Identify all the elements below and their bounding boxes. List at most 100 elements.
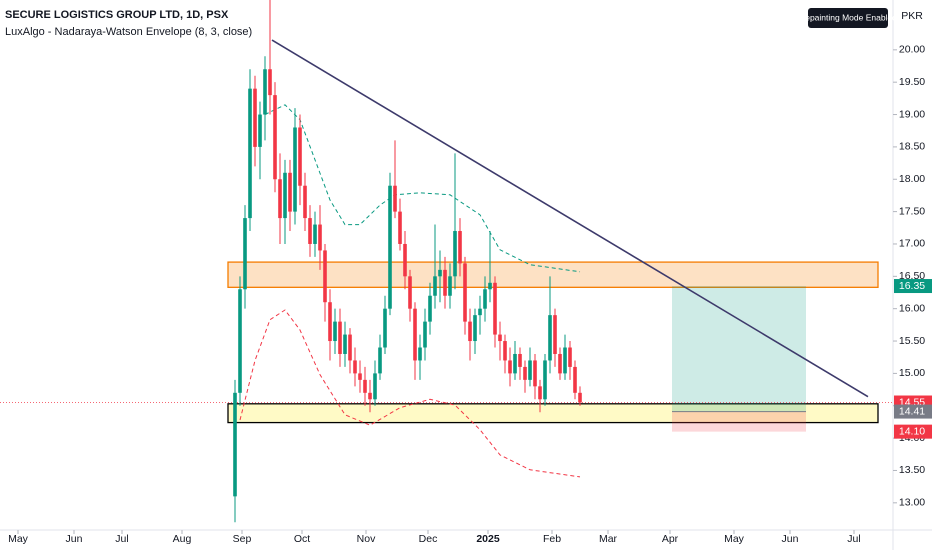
badge-text: Repainting Mode Enabled bbox=[799, 12, 897, 22]
indicator-name: LuxAlgo - Nadaraya-Watson Envelope (8, 3… bbox=[5, 26, 252, 38]
candle-body bbox=[568, 347, 572, 367]
y-tick-label: 13.50 bbox=[899, 464, 925, 476]
candle-body bbox=[368, 392, 372, 400]
x-tick-label: May bbox=[724, 533, 745, 545]
candle-body bbox=[318, 224, 322, 251]
candle-body bbox=[288, 172, 292, 212]
loss-area bbox=[672, 411, 806, 432]
candle-body bbox=[478, 308, 482, 316]
zone bbox=[227, 403, 879, 424]
price-label: 16.35 bbox=[899, 280, 925, 292]
candle-body bbox=[248, 88, 252, 219]
candle-body bbox=[293, 127, 297, 212]
candle-body bbox=[268, 69, 272, 96]
plot-area bbox=[0, 0, 893, 523]
price-label: 14.10 bbox=[899, 425, 925, 437]
badge bbox=[808, 8, 888, 28]
candle-body bbox=[343, 334, 347, 354]
candle-body bbox=[543, 360, 547, 400]
candle-body bbox=[303, 185, 307, 219]
candle-body bbox=[278, 179, 282, 219]
candle-body bbox=[518, 353, 522, 367]
x-tick-label: Jun bbox=[782, 533, 799, 545]
candle-body bbox=[503, 341, 507, 361]
currency: PKR bbox=[901, 10, 923, 22]
y-tick-label: 19.00 bbox=[899, 108, 925, 120]
candle-body bbox=[233, 392, 237, 497]
candle-body bbox=[398, 211, 402, 244]
candle-body bbox=[548, 315, 552, 361]
candle-body bbox=[403, 243, 407, 277]
x-tick-label: Jul bbox=[115, 533, 128, 545]
candle-body bbox=[433, 276, 437, 296]
candle-body bbox=[428, 295, 432, 322]
candle-body bbox=[528, 360, 532, 380]
candle-body bbox=[448, 276, 452, 296]
x-tick-label: Jun bbox=[66, 533, 83, 545]
candle-body bbox=[558, 353, 562, 374]
y-tick-label: 13.00 bbox=[899, 497, 925, 509]
candle-body bbox=[468, 321, 472, 342]
candle-body bbox=[498, 334, 502, 342]
price-label-bg bbox=[894, 424, 932, 439]
candle-body bbox=[488, 282, 492, 290]
candle-body bbox=[553, 315, 557, 354]
candle-body bbox=[388, 185, 392, 309]
candle-body bbox=[573, 366, 577, 393]
candle-body bbox=[253, 88, 257, 147]
candle-body bbox=[563, 347, 567, 374]
candle-body bbox=[463, 263, 467, 322]
candle-body bbox=[338, 321, 342, 354]
y-tick-label: 17.00 bbox=[899, 238, 925, 250]
chart-title: SECURE LOGISTICS GROUP LTD, 1D, PSX bbox=[5, 9, 229, 21]
candle-body bbox=[353, 360, 357, 374]
candle-body bbox=[238, 289, 242, 393]
candle-body bbox=[383, 308, 387, 348]
y-tick-label: 18.50 bbox=[899, 141, 925, 153]
profit-area bbox=[672, 286, 806, 412]
candle-body bbox=[523, 366, 527, 380]
trendline bbox=[271, 39, 869, 398]
candle-body bbox=[373, 373, 377, 400]
price-label: 14.41 bbox=[899, 405, 925, 417]
candle-body bbox=[533, 360, 537, 387]
candle-body bbox=[263, 69, 267, 115]
x-tick-label: Sep bbox=[233, 533, 252, 545]
candle-body bbox=[578, 392, 582, 403]
x-tick-label: Dec bbox=[419, 533, 438, 545]
candle-body bbox=[443, 269, 447, 296]
candle-body bbox=[243, 218, 247, 290]
x-tick-label: May bbox=[8, 533, 29, 545]
x-tick-label: Mar bbox=[599, 533, 618, 545]
x-tick-label: Feb bbox=[543, 533, 561, 545]
candle-body bbox=[323, 250, 327, 303]
candle-body bbox=[473, 315, 477, 342]
x-tick-label: 2025 bbox=[476, 533, 500, 545]
candle-body bbox=[393, 185, 397, 212]
y-tick-label: 20.00 bbox=[899, 44, 925, 56]
price-label-bg bbox=[894, 279, 932, 294]
candle-body bbox=[333, 321, 337, 342]
y-tick-label: 15.00 bbox=[899, 367, 925, 379]
y-tick-label: 16.00 bbox=[899, 302, 925, 314]
candle-body bbox=[493, 282, 497, 335]
envelope-upper bbox=[264, 104, 581, 273]
candle-body bbox=[348, 334, 352, 361]
price-label-bg bbox=[894, 404, 932, 419]
candle-body bbox=[538, 386, 542, 400]
x-tick-label: Jul bbox=[847, 533, 860, 545]
candle-body bbox=[328, 302, 332, 342]
candle-body bbox=[283, 172, 287, 219]
candle-body bbox=[483, 289, 487, 309]
candle-body bbox=[308, 218, 312, 244]
candle-body bbox=[408, 276, 412, 309]
x-tick-label: Aug bbox=[173, 533, 192, 545]
candle-body bbox=[423, 321, 427, 348]
candle-body bbox=[273, 95, 277, 180]
candle-body bbox=[453, 231, 457, 277]
candle-body bbox=[363, 379, 367, 393]
x-tick-label: Nov bbox=[357, 533, 376, 545]
candle-body bbox=[513, 353, 517, 374]
candle-body bbox=[458, 231, 462, 264]
